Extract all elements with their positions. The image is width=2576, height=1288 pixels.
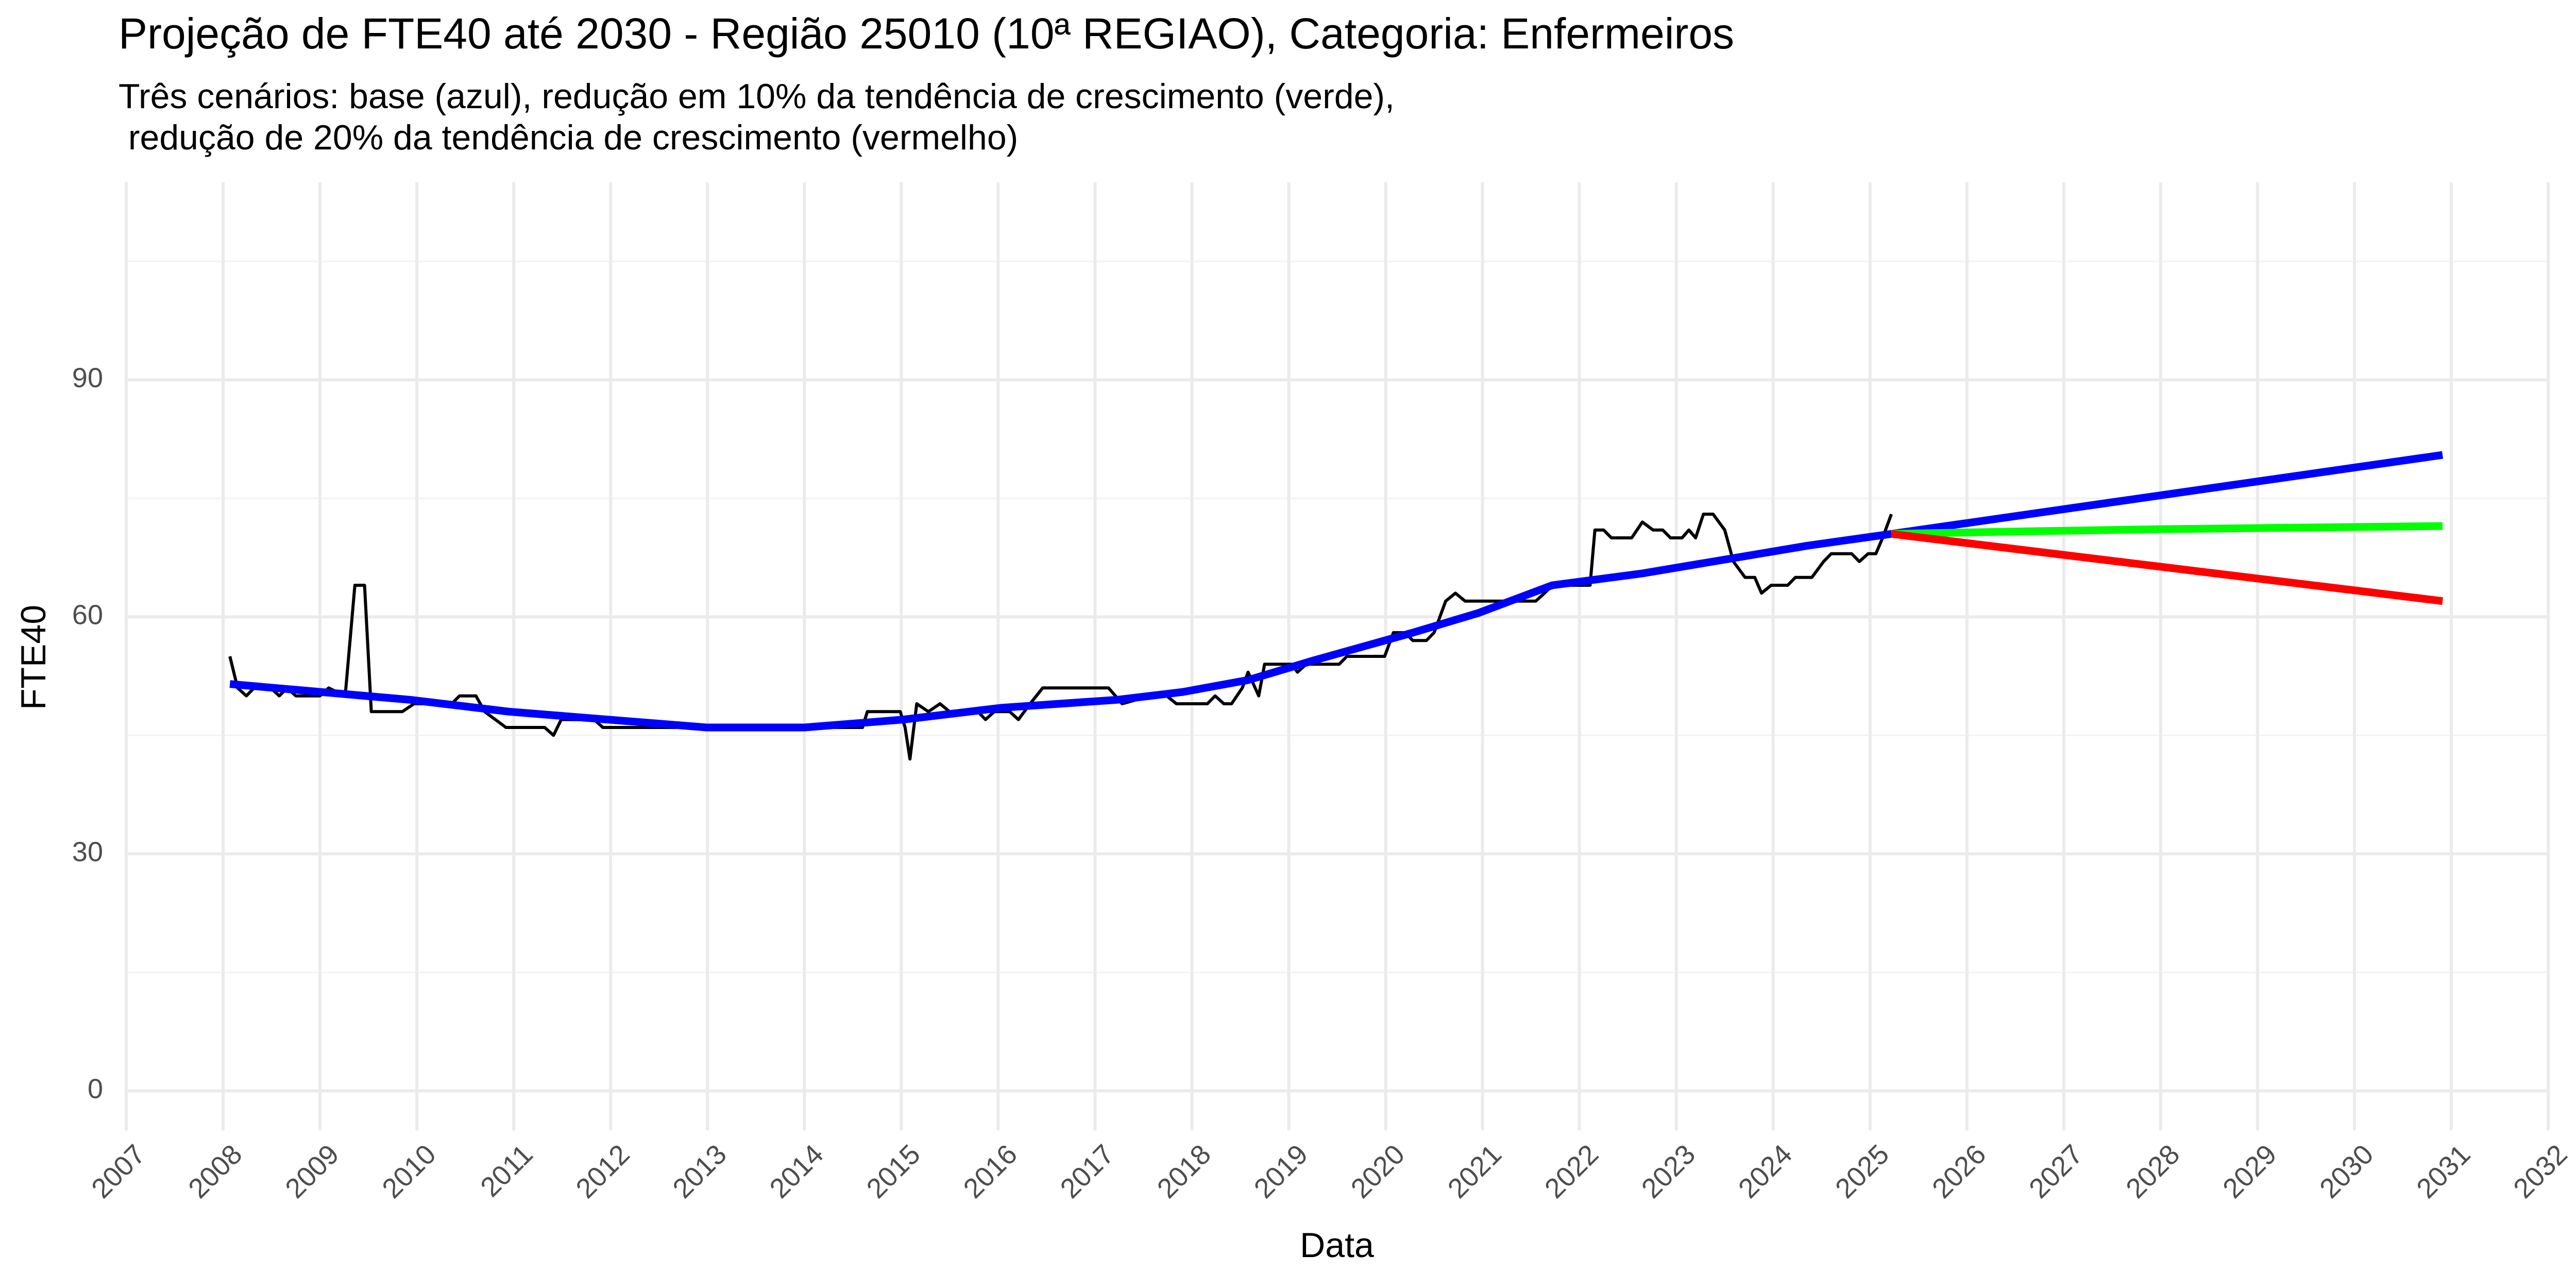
series-line [228,513,1893,761]
x-tick-label: 2023 [1636,1139,1701,1204]
x-tick-label: 2008 [182,1139,248,1204]
series-line [229,451,2444,732]
x-tick-label: 2029 [2217,1139,2282,1204]
y-tick-label: 30 [72,837,103,868]
x-tick-label: 2031 [2411,1139,2476,1204]
x-tick-label: 2024 [1733,1139,1798,1204]
chart-title: Projeção de FTE40 até 2030 - Região 2501… [118,9,1734,58]
chart-subtitle: redução de 20% da tendência de crescimen… [118,118,1018,157]
y-axis-label: FTE40 [14,605,53,710]
x-tick-label: 2009 [279,1139,345,1204]
series-line [1891,530,2443,605]
x-tick-label: 2016 [958,1139,1023,1204]
x-tick-label: 2017 [1055,1139,1120,1204]
x-tick-label: 2026 [1926,1139,1992,1204]
x-tick-label: 2022 [1539,1139,1604,1204]
y-tick-label: 0 [88,1074,103,1105]
x-tick-label: 2032 [2507,1139,2573,1204]
x-tick-label: 2028 [2120,1139,2185,1204]
chart-subtitle: Três cenários: base (azul), redução em 1… [118,77,1395,116]
x-tick-label: 2013 [667,1139,732,1204]
x-tick-label: 2027 [2023,1139,2089,1204]
x-tick-label: 2012 [570,1139,635,1204]
x-tick-label: 2011 [474,1139,539,1203]
y-tick-label: 90 [72,363,103,394]
x-tick-label: 2007 [86,1139,151,1204]
x-tick-label: 2025 [1829,1139,1895,1204]
x-tick-label: 2015 [861,1139,926,1204]
x-tick-label: 2019 [1248,1139,1314,1204]
series-line [1891,522,2443,538]
x-tick-label: 2021 [1442,1139,1507,1204]
x-tick-label: 2020 [1345,1139,1411,1204]
x-tick-label: 2018 [1151,1139,1217,1204]
x-tick-label: 2010 [376,1139,442,1204]
x-tick-label: 2030 [2314,1139,2379,1204]
y-tick-label: 60 [72,600,103,631]
x-axis-label: Data [1300,1226,1374,1265]
x-tick-label: 2014 [764,1139,829,1204]
